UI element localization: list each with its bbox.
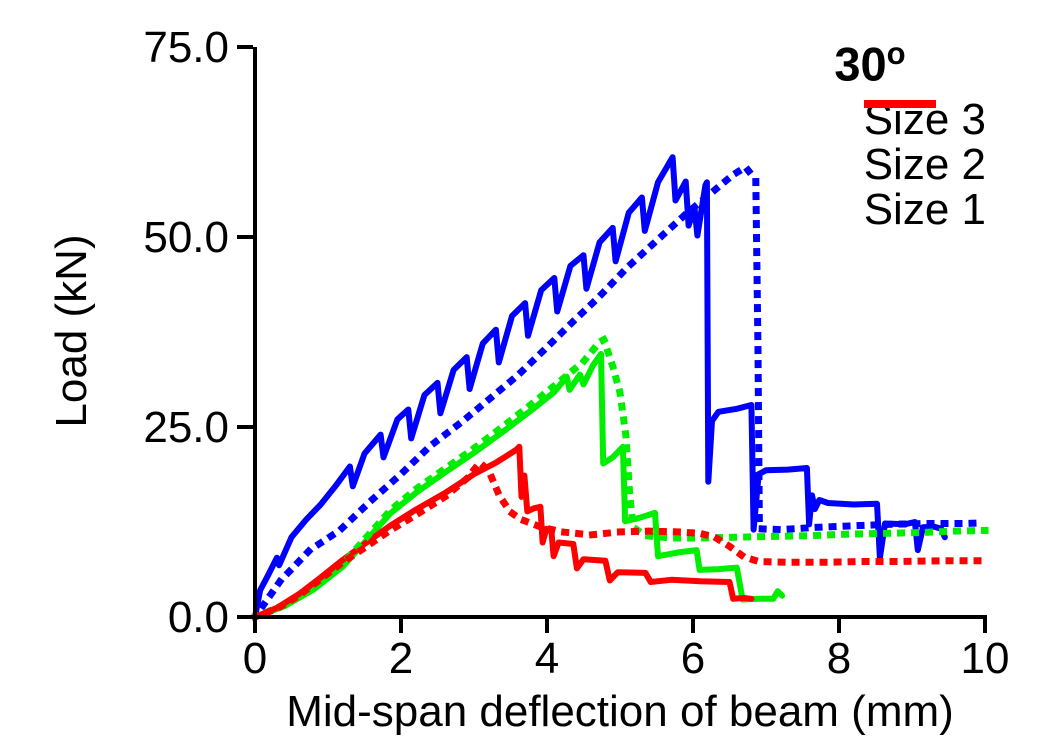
legend-swatch-size-1	[863, 100, 936, 108]
series-size-1-dotted	[250, 457, 989, 622]
x-tick-label-4: 4	[535, 634, 559, 683]
series-size-2-dotted	[250, 334, 989, 622]
x-axis-title: Mid-span deflection of beam (mm)	[286, 687, 954, 736]
x-tick-label-0: 0	[243, 634, 267, 683]
legend-label-size-1: Size 1	[863, 185, 986, 234]
chart-title-superscript: o	[886, 36, 906, 71]
y-tick-label-50.0: 50.0	[143, 213, 229, 262]
series-size-3-dotted	[250, 162, 989, 622]
x-tick-label-8: 8	[827, 634, 851, 683]
x-tick-label-10: 10	[961, 634, 1010, 683]
legend: Size 3 Size 2 Size 1	[863, 98, 986, 234]
legend-label-size-2: Size 2	[863, 140, 986, 189]
legend-item-size-2: Size 2	[863, 100, 986, 189]
x-tick-label-2: 2	[389, 634, 413, 683]
series-size-3-solid	[252, 154, 948, 620]
axes-group	[253, 47, 987, 619]
x-tick-label-6: 6	[681, 634, 705, 683]
chart-title-text: 30	[834, 37, 887, 91]
y-axis-title: Load (kN)	[47, 234, 96, 428]
series-group	[250, 154, 989, 622]
tick-group: 0 2 4 6 8 10 0.0 25.0 50.0 75.0	[143, 23, 1009, 683]
y-tick-label-25.0: 25.0	[143, 403, 229, 452]
series-size-1-solid	[252, 443, 755, 620]
chart-title: 30o	[790, 36, 950, 92]
y-tick-label-75.0: 75.0	[143, 23, 229, 72]
y-tick-label-0.0: 0.0	[168, 593, 229, 642]
legend-line-size-1	[863, 100, 936, 108]
legend-item-size-1: Size 1	[863, 100, 986, 234]
